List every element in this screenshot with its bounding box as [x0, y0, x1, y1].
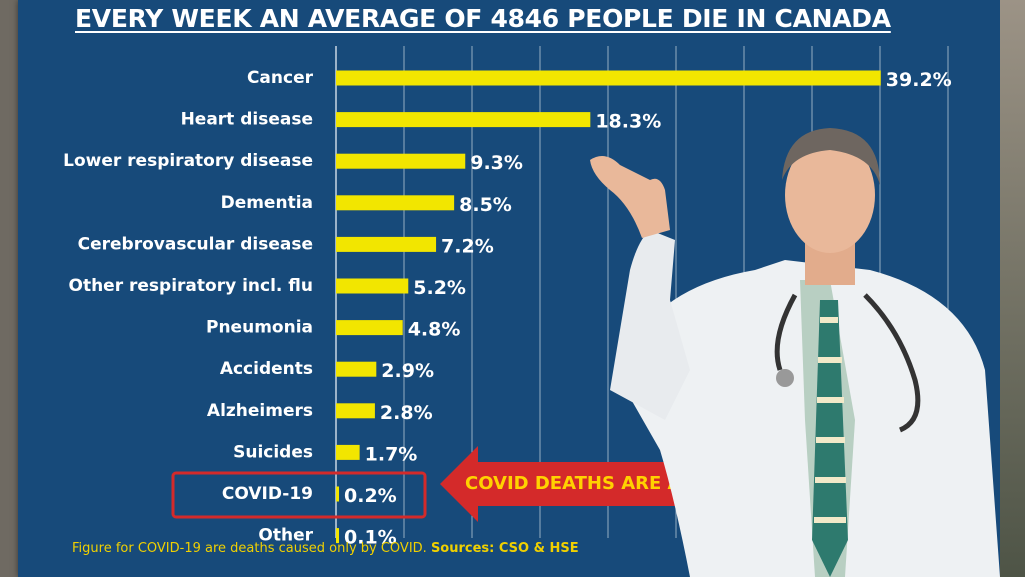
- category-label: Cerebrovascular disease: [78, 234, 313, 254]
- value-label: 7.2%: [441, 235, 494, 257]
- doctor-figure: [590, 128, 1000, 577]
- bar-accidents: [336, 361, 377, 377]
- value-label: 9.3%: [470, 152, 523, 174]
- category-labels: Cancer Heart disease Lower respiratory dis…: [63, 68, 314, 546]
- bar-alzheimers: [336, 403, 375, 419]
- footnote-text: Figure for COVID-19 are deaths caused on…: [72, 541, 427, 556]
- value-label: 39.2%: [886, 69, 952, 91]
- value-label: 18.3%: [595, 111, 661, 133]
- bar-lower-respiratory-disease: [336, 153, 466, 169]
- value-label: 1.7%: [365, 443, 418, 465]
- category-label: Lower respiratory disease: [63, 151, 313, 171]
- raised-hand: [590, 156, 670, 238]
- category-label: Dementia: [221, 193, 313, 213]
- category-label: Alzheimers: [207, 401, 313, 421]
- value-label: 8.5%: [459, 194, 512, 216]
- bar-dementia: [336, 195, 455, 211]
- value-label: 0.1%: [344, 527, 397, 549]
- value-label: 4.8%: [408, 319, 461, 341]
- chart-title: EVERY WEEK AN AVERAGE OF 4846 PEOPLE DIE…: [75, 4, 891, 33]
- face: [785, 137, 875, 253]
- bar-covid-19: [336, 486, 339, 502]
- bar-pneumonia: [336, 320, 403, 336]
- value-label: 0.2%: [344, 485, 397, 507]
- stethoscope-chestpiece: [776, 369, 794, 387]
- category-label: Pneumonia: [206, 318, 313, 338]
- bar-other: [336, 528, 339, 544]
- value-label: 2.8%: [380, 402, 433, 424]
- bar-other-respiratory-incl-flu: [336, 278, 409, 294]
- category-label: Accidents: [220, 359, 313, 379]
- footnote-sources: Sources: CSO & HSE: [430, 541, 579, 556]
- value-label: 5.2%: [413, 277, 466, 299]
- bar-cerebrovascular-disease: [336, 236, 437, 252]
- category-label: COVID-19: [222, 484, 313, 504]
- raised-arm: [610, 230, 690, 420]
- chart-bars: [336, 70, 881, 544]
- tie-pattern: [814, 317, 846, 523]
- category-label: Cancer: [247, 68, 314, 88]
- category-label: Other respiratory incl. flu: [69, 276, 314, 296]
- bar-cancer: [336, 70, 881, 86]
- footnote: Figure for COVID-19 are deaths caused on…: [72, 541, 579, 556]
- hair: [782, 128, 880, 185]
- photo-backdrop: [1000, 0, 1025, 577]
- bar-suicides: [336, 444, 360, 460]
- value-labels: 39.2% 18.3% 9.3% 8.5% 7.2% 5.2% 4.8% 2.9% 2.8% 1.…: [344, 69, 952, 549]
- stethoscope: [774, 293, 921, 433]
- value-label: 2.9%: [381, 360, 434, 382]
- covid-highlight-box: [171, 471, 427, 519]
- category-label: Other: [258, 526, 313, 546]
- category-label: Suicides: [233, 442, 313, 462]
- category-label: Heart disease: [181, 110, 313, 130]
- bar-heart-disease: [336, 112, 591, 128]
